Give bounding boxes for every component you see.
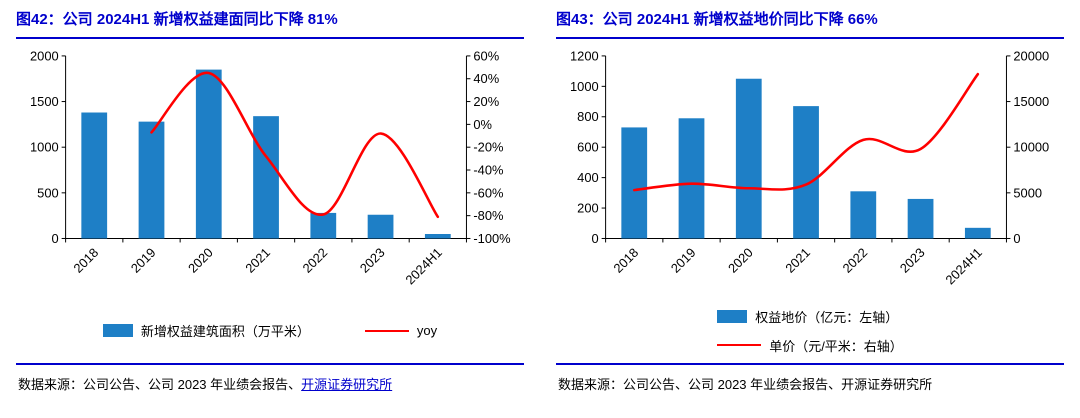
- svg-text:10000: 10000: [1013, 139, 1049, 154]
- svg-text:2021: 2021: [782, 244, 813, 275]
- svg-text:1000: 1000: [30, 139, 59, 154]
- bar-swatch: [102, 324, 133, 337]
- svg-text:2024H1: 2024H1: [402, 244, 445, 287]
- legend-label: 新增权益建筑面积（万平米）: [140, 324, 310, 339]
- source-institute: 开源证券研究所: [841, 376, 933, 392]
- svg-text:40%: 40%: [473, 71, 499, 86]
- svg-text:2020: 2020: [185, 244, 216, 275]
- line-swatch: [717, 344, 762, 346]
- svg-text:2020: 2020: [725, 244, 756, 275]
- chart-legend: 权益地价（亿元：左轴） 单价（元/平米：右轴）: [556, 301, 1064, 361]
- svg-text:-40%: -40%: [473, 162, 503, 177]
- svg-text:0: 0: [1013, 230, 1020, 245]
- bar-line-chart-land-price: 0 200 400 600 800 1000 1200 0 5000 10000 15000 2000…: [570, 48, 1049, 287]
- legend-item-line: 单价（元/平米：右轴）: [717, 336, 903, 355]
- svg-text:2018: 2018: [610, 244, 641, 275]
- chart-panel-floor-area: 图42：公司 2024H1 新增权益建面同比下降 81% 0 500 1000 150…: [16, 11, 524, 393]
- title-divider: [556, 36, 1064, 39]
- svg-text:15000: 15000: [1013, 94, 1049, 109]
- svg-text:2018: 2018: [70, 244, 101, 275]
- svg-text:2019: 2019: [668, 244, 699, 275]
- svg-text:60%: 60%: [473, 48, 499, 63]
- svg-text:-60%: -60%: [473, 185, 503, 200]
- svg-text:0: 0: [51, 230, 58, 245]
- footer-divider: [16, 362, 524, 365]
- svg-text:200: 200: [577, 200, 598, 215]
- footer-divider: [556, 362, 1064, 365]
- svg-text:20%: 20%: [473, 94, 499, 109]
- legend-item-bar: 新增权益建筑面积（万平米）: [102, 321, 310, 340]
- legend-stack: 权益地价（亿元：左轴） 单价（元/平米：右轴）: [717, 307, 903, 355]
- svg-text:20000: 20000: [1013, 48, 1049, 63]
- bar-swatch: [717, 309, 748, 323]
- chart-title: 图43：公司 2024H1 新增权益地价同比下降 66%: [556, 11, 878, 28]
- svg-text:2021: 2021: [242, 244, 273, 275]
- chart-legend: 新增权益建筑面积（万平米） yoy: [16, 301, 524, 361]
- source-note: 数据来源：公司公告、公司 2023 年业绩会报告、开源证券研究所: [16, 374, 524, 393]
- svg-text:-100%: -100%: [473, 230, 510, 245]
- svg-text:1200: 1200: [570, 48, 599, 63]
- svg-text:1500: 1500: [30, 94, 59, 109]
- legend-label: 权益地价（亿元：左轴）: [755, 309, 899, 325]
- source-text: 数据来源：公司公告、公司 2023 年业绩会报告、: [18, 376, 302, 392]
- title-divider: [16, 36, 524, 39]
- svg-text:5000: 5000: [1013, 185, 1042, 200]
- legend-label: 单价（元/平米：右轴）: [769, 338, 903, 354]
- svg-text:600: 600: [577, 139, 598, 154]
- svg-text:0%: 0%: [473, 116, 492, 131]
- svg-text:2024H1: 2024H1: [942, 244, 985, 287]
- svg-text:2019: 2019: [128, 244, 159, 275]
- legend-item-line: yoy: [364, 323, 438, 338]
- svg-text:1000: 1000: [570, 78, 599, 93]
- svg-text:-80%: -80%: [473, 208, 503, 223]
- source-text: 数据来源：公司公告、公司 2023 年业绩会报告、: [558, 376, 842, 392]
- line-swatch: [364, 329, 409, 332]
- bar-line-chart-floor-area: 0 500 1000 1500 2000 60% 40% 20% 0% -20% -40% -60% -…: [30, 48, 511, 287]
- source-note: 数据来源：公司公告、公司 2023 年业绩会报告、开源证券研究所: [556, 374, 1064, 393]
- chart-title: 图42：公司 2024H1 新增权益建面同比下降 81%: [16, 11, 338, 28]
- svg-text:-20%: -20%: [473, 139, 503, 154]
- svg-text:2000: 2000: [30, 48, 59, 63]
- chart-panel-land-price: 图43：公司 2024H1 新增权益地价同比下降 66% 0 200 400 600 8…: [540, 0, 1080, 418]
- svg-text:800: 800: [577, 109, 598, 124]
- legend-item-bar: 权益地价（亿元：左轴）: [717, 307, 898, 326]
- svg-text:0: 0: [591, 230, 598, 245]
- svg-text:400: 400: [577, 170, 598, 185]
- svg-text:500: 500: [37, 185, 58, 200]
- source-institute-link[interactable]: 开源证券研究所: [301, 376, 393, 392]
- legend-label: yoy: [416, 323, 438, 338]
- svg-text:2023: 2023: [357, 244, 388, 275]
- svg-text:2022: 2022: [300, 244, 331, 275]
- svg-text:2023: 2023: [897, 244, 928, 275]
- svg-text:2022: 2022: [840, 244, 871, 275]
